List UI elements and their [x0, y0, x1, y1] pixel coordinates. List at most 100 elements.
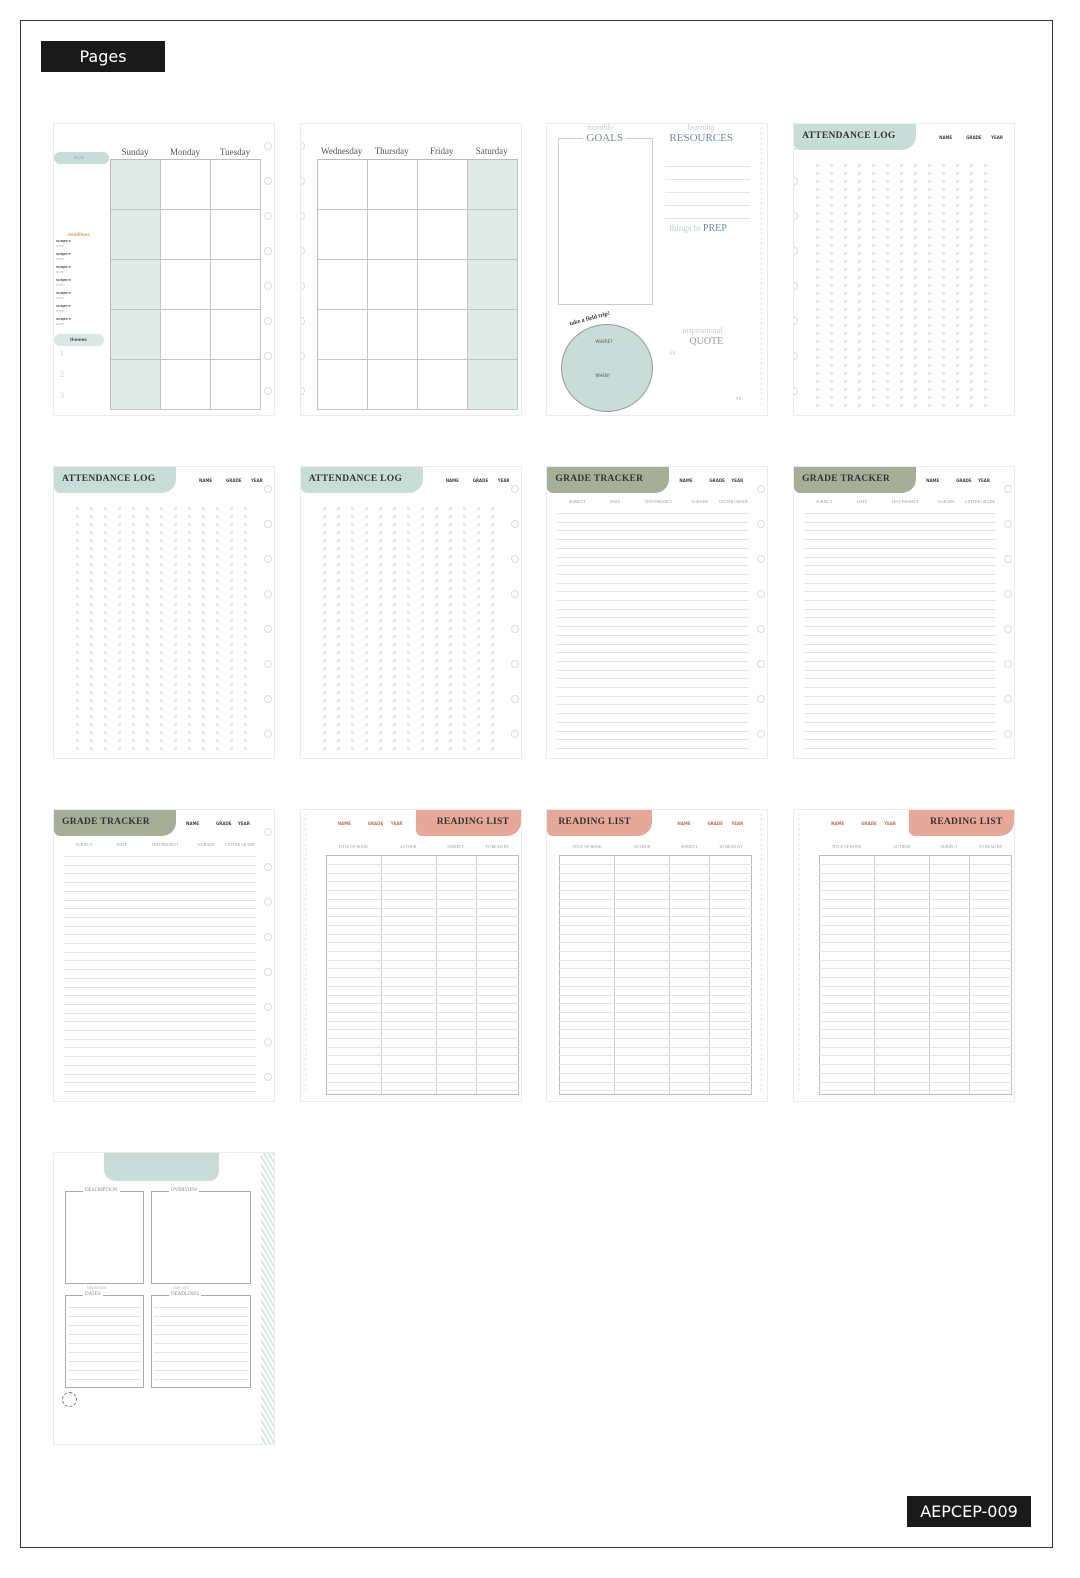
- attendance-dot: [434, 651, 438, 654]
- meta-label-grade: GRADE: [709, 478, 725, 483]
- attendance-dot: [230, 667, 233, 670]
- attendance-dot: [844, 268, 848, 271]
- attendance-dot: [350, 515, 354, 518]
- attendance-dot: [970, 220, 974, 223]
- attendance-dot: [420, 595, 424, 598]
- attendance-dot: [378, 707, 382, 710]
- binder-ring-icon: [264, 177, 272, 185]
- attendance-dot: [174, 707, 177, 710]
- attendance-dot: [406, 635, 410, 638]
- page-title: GRADE TRACKER: [62, 817, 150, 827]
- attendance-dot: [118, 691, 121, 694]
- attendance-dot: [378, 619, 382, 622]
- binder-ring-icon: [757, 625, 766, 633]
- attendance-dot: [900, 212, 904, 215]
- themes-band: [54, 334, 104, 346]
- attendance-dot: [462, 707, 466, 710]
- attendance-dot: [118, 571, 121, 574]
- calendar-grid: [316, 159, 518, 410]
- attendance-dot: [434, 539, 438, 542]
- attendance-dot: [244, 619, 247, 622]
- attendance-dot: [886, 260, 890, 263]
- attendance-dot: [420, 579, 424, 582]
- attendance-dot: [886, 348, 890, 351]
- column-header: %GRADE: [197, 842, 215, 847]
- table-row-line: [64, 873, 256, 875]
- resources-small: learning: [687, 123, 715, 132]
- attendance-dot: [476, 643, 480, 646]
- attendance-dot: [322, 691, 326, 694]
- attendance-dot: [392, 715, 396, 718]
- attendance-dot: [406, 691, 410, 694]
- attendance-dot: [322, 747, 326, 750]
- attendance-dot: [816, 284, 820, 287]
- attendance-dot: [160, 579, 163, 582]
- attendance-dot: [956, 164, 960, 167]
- attendance-dot: [104, 587, 107, 590]
- attendance-dot: [230, 683, 233, 686]
- attendance-dot: [76, 731, 79, 734]
- attendance-dot: [160, 651, 163, 654]
- attendance-dot: [420, 619, 424, 622]
- attendance-dot: [392, 731, 396, 734]
- attendance-dot: [476, 699, 480, 702]
- attendance-dot: [858, 364, 862, 367]
- attendance-dot: [90, 507, 93, 510]
- attendance-dot: [132, 715, 135, 718]
- table-row-line: [325, 977, 519, 979]
- attendance-dot: [406, 563, 410, 566]
- attendance-dot: [378, 635, 382, 638]
- resource-line: [665, 166, 751, 167]
- table-column-line: [475, 855, 477, 1095]
- attendance-dot: [336, 515, 340, 518]
- attendance-dot: [448, 667, 452, 670]
- attendance-dot: [858, 380, 862, 383]
- attendance-dot: [146, 555, 149, 558]
- attendance-dot: [816, 212, 820, 215]
- binder-ring-icon: [264, 1038, 272, 1046]
- attendance-dot: [830, 244, 834, 247]
- entry-line: [154, 1361, 248, 1362]
- planner-page-reading: ^ ^ ^ ^ ^ ^ ^ ^ ^ ^ ^ ^ ^ ^ ^ ^ ^ ^ ^ ^ ^ ^ ^ ^ ^ ^ ^ ^ ^ ^ ^ ^ ^ ^ ^ ^ ^ ^ ^ ^…: [546, 809, 769, 1102]
- attendance-dot: [188, 587, 191, 590]
- attendance-dot: [462, 747, 466, 750]
- binder-ring-icon: [510, 590, 519, 598]
- attendance-dot: [886, 180, 890, 183]
- attendance-dot: [336, 731, 340, 734]
- attendance-dot: [216, 707, 219, 710]
- attendance-dot: [434, 643, 438, 646]
- attendance-dot: [76, 643, 79, 646]
- attendance-dot: [886, 220, 890, 223]
- attendance-dot: [160, 555, 163, 558]
- meta-label-year: YEAR: [978, 478, 990, 483]
- dates-small: important: [87, 1286, 107, 1291]
- attendance-dot: [406, 579, 410, 582]
- attendance-dot: [132, 667, 135, 670]
- attendance-dot: [858, 340, 862, 343]
- attendance-dot: [830, 364, 834, 367]
- attendance-dot: [448, 547, 452, 550]
- theme-number: 1: [60, 349, 64, 358]
- attendance-dot: [132, 579, 135, 582]
- attendance-dot: [216, 611, 219, 614]
- attendance-dot: [104, 571, 107, 574]
- attendance-dot: [244, 659, 247, 662]
- attendance-dot: [984, 348, 988, 351]
- date-label: DATE:: [56, 257, 65, 261]
- attendance-dot: [230, 691, 233, 694]
- attendance-dot: [872, 228, 876, 231]
- attendance-dot: [956, 276, 960, 279]
- attendance-dot: [816, 364, 820, 367]
- attendance-dot: [104, 603, 107, 606]
- attendance-dot: [392, 643, 396, 646]
- calendar-cell: [111, 260, 161, 310]
- subject-label: SUBJECT:: [56, 239, 72, 243]
- attendance-dot: [420, 539, 424, 542]
- attendance-dot: [160, 643, 163, 646]
- attendance-dot: [90, 563, 93, 566]
- attendance-dot: [956, 252, 960, 255]
- calendar-cell: [367, 160, 418, 210]
- attendance-dot: [420, 507, 424, 510]
- attendance-dot: [202, 731, 205, 734]
- attendance-dot: [160, 739, 163, 742]
